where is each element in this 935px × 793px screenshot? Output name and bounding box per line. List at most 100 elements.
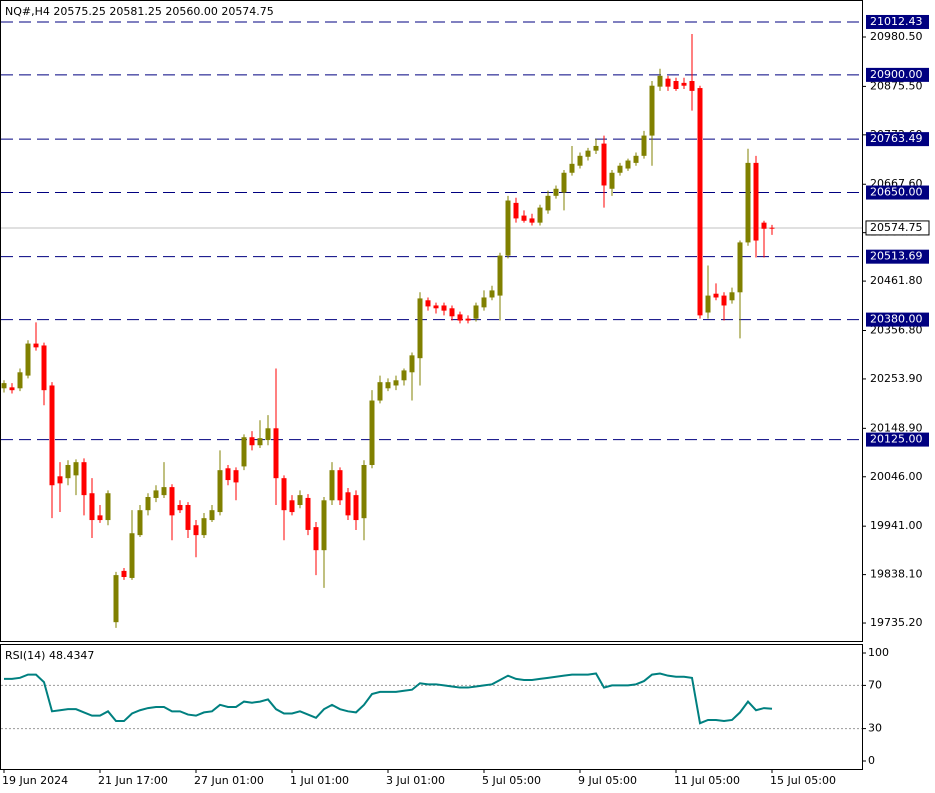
candle-body [321,500,327,551]
candle-body [617,165,623,173]
candle-body [337,470,343,501]
level-label-box [866,14,929,29]
x-tick-label: 9 Jul 05:00 [578,774,637,787]
candle-body [217,470,223,513]
candle-body [601,143,607,186]
candle-body [49,385,55,486]
candle-body [105,493,111,521]
y-tick-label: 20253.90 [870,372,923,385]
candle-body [441,305,447,311]
candle-body [57,476,63,484]
level-label: 20900.00 [870,68,923,81]
candle-body [753,162,759,241]
candle-body [25,343,31,376]
candle-body [745,162,751,243]
candle-body [177,505,183,511]
level-label: 20513.69 [870,250,923,263]
candle-body [585,150,591,157]
candle-body [553,188,559,196]
candle-body [225,468,231,481]
candle-body [689,81,695,91]
level-label: 20125.00 [870,433,923,446]
candle-body [545,195,551,211]
level-label-box [866,432,929,447]
candle-body [521,215,527,221]
candle-body [401,370,407,381]
candle-body [41,345,47,391]
candle-body [153,490,159,498]
candle-body [721,295,727,306]
candle-body [297,495,303,505]
level-label: 20650.00 [870,186,923,199]
y-tick-label: 20461.80 [870,274,923,287]
candle-body [201,518,207,536]
candle-body [305,497,311,530]
level-label-box [866,312,929,327]
candle-body [481,297,487,308]
candle-body [385,382,391,389]
candle-body [561,172,567,193]
level-label-box [866,249,929,264]
candle-body [633,155,639,163]
level-label: 21012.43 [870,15,923,28]
candle-body [209,510,215,521]
rsi-title: RSI(14) 48.4347 [5,649,94,662]
y-tick-label: 19838.10 [870,568,923,581]
candle-body [393,380,399,386]
x-tick-label: 27 Jun 01:00 [194,774,264,787]
candle-body [681,82,687,86]
chart-title: NQ#,H4 20575.25 20581.25 20560.00 20574.… [5,5,274,18]
candle-body [161,487,167,496]
candle-body [457,314,463,321]
candle-body [9,387,15,391]
candle-body [649,85,655,136]
level-label-box [866,67,929,82]
x-tick-label: 15 Jul 05:00 [770,774,836,787]
candle-body [609,172,615,189]
y-tick-label: 19735.20 [870,616,923,629]
candle-body [529,218,535,223]
candle-body [137,510,143,536]
candle-body [761,222,767,229]
candle-body [673,81,679,89]
candle-body [425,300,431,307]
candle-body [705,295,711,313]
candle-body [377,382,383,401]
candle-body [113,575,119,623]
candle-body [89,493,95,521]
rsi-y-tick-label: 30 [868,722,882,735]
candle-body [769,227,775,229]
level-label: 20380.00 [870,313,923,326]
candle-body [505,200,511,256]
candle-body [593,145,599,151]
candle-body [233,470,239,483]
candle-body [473,305,479,319]
main-frame [0,0,863,642]
candle-body [577,155,583,166]
level-label-box [866,132,929,147]
candle-body [145,497,151,511]
candle-body [489,290,495,298]
current-price-box [865,220,930,236]
y-tick-label: 20980.50 [870,30,923,43]
x-tick-label: 5 Jul 05:00 [482,774,541,787]
rsi-line [4,672,773,725]
candle-body [625,160,631,169]
candle-body [641,135,647,156]
x-tick-label: 21 Jun 17:00 [98,774,168,787]
y-tick-label: 20046.00 [870,470,923,483]
candle-body [569,163,575,173]
candle-body [433,305,439,309]
candle-body [265,428,271,441]
candle-body [697,88,703,316]
candle-body [193,525,199,536]
candle-body [537,207,543,223]
candle-body [169,487,175,516]
candle-body [449,308,455,317]
candle-body [665,78,671,87]
rsi-y-tick-label: 70 [868,678,882,691]
rsi-y-tick-label: 0 [868,754,875,767]
candle-body [17,372,23,389]
x-tick-label: 11 Jul 05:00 [674,774,740,787]
candle-body [313,527,319,551]
